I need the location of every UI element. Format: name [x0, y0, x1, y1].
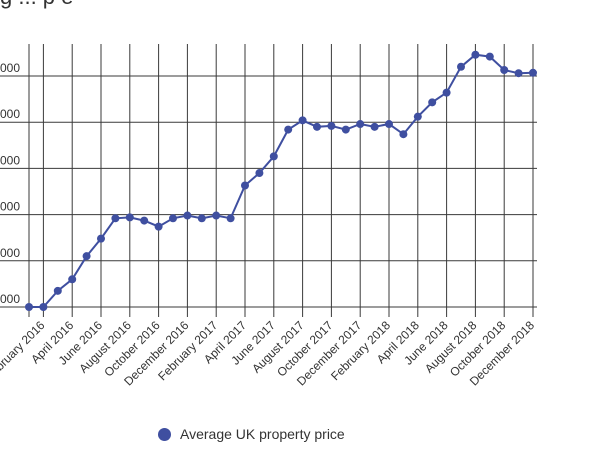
data-point-11 — [183, 211, 192, 220]
data-point-12 — [197, 214, 206, 223]
data-point-4 — [82, 252, 91, 261]
series-line — [29, 53, 534, 308]
data-point-9 — [154, 222, 163, 231]
data-point-6 — [111, 214, 120, 223]
data-point-19 — [298, 116, 307, 125]
y-tick-label-2: 000 — [0, 200, 20, 214]
data-point-7 — [125, 213, 134, 222]
legend-marker — [158, 427, 171, 441]
y-tick-labels: 000 000 000 000 000 000 — [0, 61, 20, 306]
data-point-23 — [356, 120, 365, 129]
data-point-32 — [485, 52, 494, 61]
data-point-30 — [457, 62, 465, 71]
series-average-uk-property-price — [25, 50, 537, 311]
data-point-15 — [241, 181, 249, 190]
data-point-26 — [399, 130, 408, 139]
data-point-10 — [169, 214, 177, 223]
data-point-33 — [500, 65, 509, 74]
data-point-28 — [428, 98, 437, 107]
data-point-24 — [370, 122, 379, 131]
data-point-16 — [255, 169, 264, 178]
data-point-2 — [53, 286, 62, 295]
data-point-25 — [385, 120, 393, 129]
legend-label: Average UK property price — [180, 426, 345, 442]
data-point-13 — [212, 211, 221, 220]
chart-title-fragment: g ... p e — [0, 0, 73, 10]
data-point-31 — [471, 50, 480, 59]
y-tick-label-3: 000 — [0, 153, 20, 167]
grid — [0, 44, 537, 317]
data-point-27 — [413, 112, 422, 121]
data-point-35 — [529, 68, 537, 77]
data-point-1 — [39, 303, 48, 311]
data-point-21 — [327, 121, 336, 130]
data-point-0 — [25, 303, 33, 311]
data-point-17 — [269, 152, 278, 161]
data-point-3 — [68, 275, 77, 284]
data-point-14 — [226, 214, 235, 223]
data-point-34 — [514, 69, 523, 78]
data-point-5 — [97, 234, 105, 243]
y-tick-label-1: 000 — [0, 246, 20, 260]
data-point-8 — [140, 216, 149, 225]
legend[interactable]: Average UK property price — [158, 426, 345, 442]
data-point-18 — [284, 125, 293, 134]
y-tick-label-5: 000 — [0, 61, 20, 75]
data-point-22 — [341, 125, 350, 134]
y-tick-label-0: 000 — [0, 292, 20, 306]
y-tick-label-4: 000 — [0, 107, 20, 121]
data-point-20 — [313, 122, 321, 131]
data-point-29 — [442, 88, 451, 97]
